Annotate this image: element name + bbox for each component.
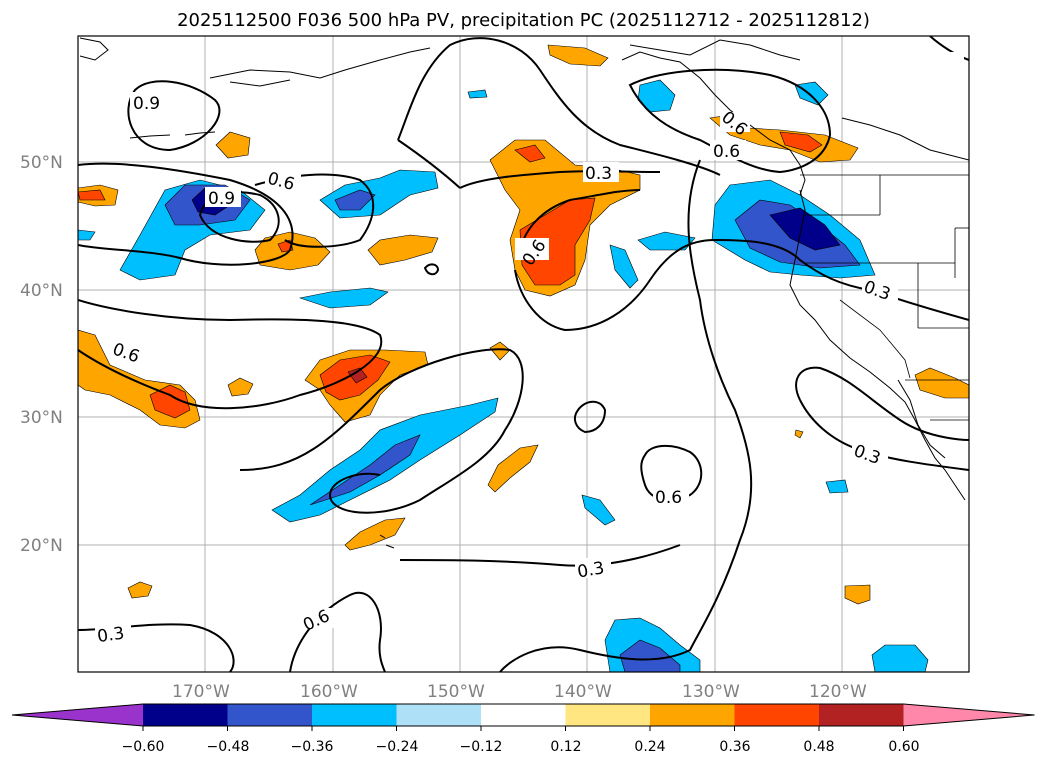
latitude-label: 30°N [20, 408, 63, 428]
map-title: 2025112500 F036 500 hPa PV, precipitatio… [177, 10, 870, 31]
contour-label: 0.9 [133, 94, 160, 114]
colorbar-segment [396, 704, 482, 726]
precip-negative-area [309, 434, 421, 506]
longitude-label: 130°W [682, 682, 740, 702]
contour-label: 0.3 [585, 164, 612, 184]
precip-negative-area [334, 189, 376, 211]
latitude-label: 20°N [20, 536, 63, 556]
longitude-label: 150°W [427, 682, 485, 702]
longitude-label: 160°W [300, 682, 358, 702]
colorbar-tick-label: −0.48 [207, 739, 250, 755]
map-frame [77, 35, 970, 673]
precip-positive-area [344, 517, 406, 551]
colorbar-segment [143, 704, 228, 726]
longitude-labels: 170°W 160°W 150°W 140°W 130°W 120°W [172, 682, 867, 702]
contour-label: 0.6 [713, 142, 740, 162]
precip-positive-area [347, 367, 368, 384]
contour-label: 0.3 [576, 558, 606, 582]
colorbar-segment [734, 704, 820, 726]
colorbar-tick-label: 0.48 [803, 739, 834, 755]
precip-negative-area [871, 644, 929, 672]
precip-positive-area [794, 429, 804, 439]
latitude-label: 50°N [20, 153, 63, 173]
colorbar-tick-label: −0.12 [460, 739, 503, 755]
precip-positive-area [127, 581, 153, 599]
precip-negative-area [637, 79, 676, 113]
colorbar-segment [565, 704, 651, 726]
precip-positive-area [367, 234, 439, 266]
precip-negative-area [637, 231, 696, 251]
colorbar-tick-label: 0.12 [550, 739, 581, 755]
gridlines [78, 36, 969, 672]
precip-positive-area [844, 584, 871, 605]
colorbar-tick-label: −0.60 [122, 739, 165, 755]
contour-label: 0.3 [96, 624, 126, 648]
precip-positive-area [227, 377, 254, 397]
precip-negative-area [319, 169, 439, 219]
precip-negative-area [581, 494, 616, 526]
pv-contours [78, 36, 969, 672]
colorbar-tick-labels: −0.60 −0.48 −0.36 −0.24 −0.12 0.12 0.24 … [122, 739, 920, 755]
colorbar-extension-low [12, 704, 143, 726]
colorbar-segment [819, 704, 904, 726]
precip-negative-area [609, 244, 639, 289]
colorbar-tick-label: −0.24 [376, 739, 419, 755]
precipitation-shading [78, 44, 969, 672]
colorbar-segment [650, 704, 735, 726]
precip-positive-area [489, 341, 511, 361]
coastlines [79, 37, 969, 549]
precip-positive-area [514, 144, 546, 163]
precip-positive-area [519, 197, 596, 286]
precip-positive-area [779, 131, 823, 153]
colorbar-tick-label: 0.60 [888, 739, 919, 755]
colorbar [11, 703, 1035, 731]
colorbar-extension-high [903, 704, 1035, 726]
precip-negative-area [794, 81, 829, 106]
colorbar-tick-label: −0.36 [291, 739, 334, 755]
colorbar-segment [227, 704, 313, 726]
colorbar-segment [312, 704, 397, 726]
precip-positive-area [487, 444, 539, 493]
contour-label: 0.6 [655, 488, 682, 508]
precip-positive-area [78, 189, 106, 201]
latitude-labels: 50°N 40°N 30°N 20°N [20, 153, 63, 556]
colorbar-tick-label: 0.36 [719, 739, 750, 755]
latitude-label: 40°N [20, 281, 63, 301]
precip-positive-area [215, 131, 251, 159]
precip-negative-area [298, 287, 389, 309]
precip-negative-area [619, 639, 681, 672]
contour-label: 0.9 [208, 189, 235, 209]
precip-positive-area [149, 384, 191, 419]
colorbar-tick-label: 0.24 [634, 739, 665, 755]
longitude-label: 170°W [172, 682, 230, 702]
longitude-label: 120°W [809, 682, 867, 702]
political-borders [800, 174, 969, 421]
precip-positive-area [547, 44, 609, 67]
colorbar-segment [481, 704, 566, 726]
precip-negative-area [78, 229, 96, 241]
longitude-label: 140°W [554, 682, 612, 702]
precip-negative-area [825, 479, 849, 494]
precip-negative-area [467, 89, 488, 99]
precip-negative-area [769, 207, 841, 251]
precip-positive-area [914, 367, 969, 399]
